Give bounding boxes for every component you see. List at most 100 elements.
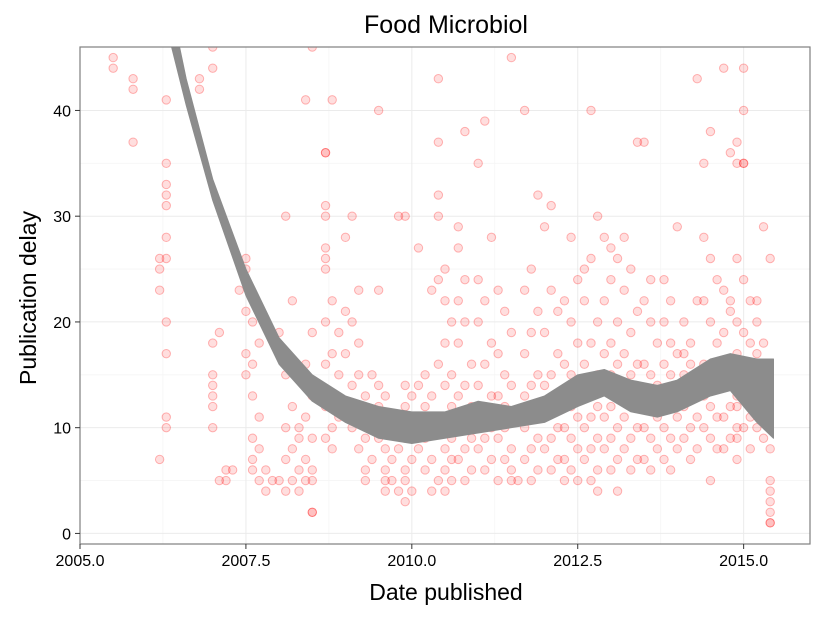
data-point xyxy=(573,475,583,486)
data-point xyxy=(267,475,278,486)
x-tick-label: 2010.0 xyxy=(387,553,436,570)
data-point xyxy=(360,391,371,401)
data-point xyxy=(705,475,716,486)
data-point xyxy=(685,359,696,369)
data-point xyxy=(460,475,470,486)
data-point xyxy=(539,327,550,338)
data-point xyxy=(373,285,384,295)
data-point xyxy=(446,317,457,327)
data-point xyxy=(738,158,749,169)
data-point xyxy=(274,475,284,486)
data-point xyxy=(632,306,643,317)
data-point xyxy=(612,253,623,264)
data-point xyxy=(261,486,271,496)
data-point xyxy=(334,370,344,380)
data-point xyxy=(599,232,609,243)
data-point xyxy=(287,296,298,306)
data-point xyxy=(208,47,218,52)
data-point xyxy=(440,296,450,306)
data-point xyxy=(546,465,556,475)
data-point xyxy=(573,444,583,454)
data-point xyxy=(506,327,517,338)
data-point xyxy=(526,327,536,338)
data-point xyxy=(221,475,231,486)
y-tick-label: 30 xyxy=(53,209,71,226)
data-point xyxy=(705,401,716,412)
data-point xyxy=(606,465,616,475)
data-point xyxy=(612,317,623,327)
data-point xyxy=(493,391,503,401)
data-point xyxy=(592,486,603,496)
smooth-band-layer xyxy=(171,47,774,445)
data-point xyxy=(208,401,218,412)
data-point xyxy=(320,433,331,443)
data-point xyxy=(752,348,762,359)
data-point xyxy=(500,370,510,380)
data-point xyxy=(738,422,749,433)
data-point xyxy=(281,211,291,221)
data-point xyxy=(427,391,437,401)
data-point xyxy=(427,486,437,496)
data-point xyxy=(334,327,344,338)
data-point xyxy=(433,359,444,369)
data-point xyxy=(420,465,430,475)
x-axis-label: Date published xyxy=(369,579,522,605)
data-point xyxy=(460,274,470,285)
data-point xyxy=(752,317,762,327)
data-point xyxy=(639,422,649,433)
data-point xyxy=(400,465,410,475)
data-point xyxy=(712,412,722,422)
data-point xyxy=(433,74,444,84)
data-point xyxy=(287,475,298,486)
data-point xyxy=(440,486,450,496)
data-point xyxy=(626,264,636,274)
data-point xyxy=(672,222,682,232)
data-point xyxy=(606,338,616,348)
data-point xyxy=(440,338,450,348)
data-point xyxy=(161,422,171,433)
data-point xyxy=(632,137,643,147)
data-point xyxy=(732,158,742,169)
data-point xyxy=(420,401,430,412)
data-point xyxy=(340,232,351,243)
data-point xyxy=(453,222,463,232)
data-point xyxy=(208,380,218,391)
data-point xyxy=(712,274,722,285)
data-point xyxy=(559,422,570,433)
y-tick-label: 0 xyxy=(62,526,71,543)
data-point xyxy=(307,47,317,52)
data-point xyxy=(354,338,364,348)
data-point xyxy=(752,296,762,306)
data-point xyxy=(473,158,483,169)
data-point xyxy=(599,444,609,454)
data-point xyxy=(393,211,404,221)
data-point xyxy=(128,84,138,94)
data-point xyxy=(513,475,523,486)
data-point xyxy=(665,296,676,306)
y-tick-label: 20 xyxy=(53,315,71,332)
data-point xyxy=(453,296,463,306)
data-point xyxy=(732,137,742,147)
data-point xyxy=(765,518,775,528)
data-point xyxy=(506,465,517,475)
data-point xyxy=(712,444,722,454)
data-point xyxy=(639,359,649,369)
data-point xyxy=(161,179,171,190)
data-point xyxy=(559,359,570,369)
data-point xyxy=(553,422,563,433)
data-point xyxy=(685,454,696,465)
data-point xyxy=(539,444,550,454)
data-point xyxy=(367,454,377,465)
data-point xyxy=(347,317,357,327)
data-point xyxy=(380,444,390,454)
data-point xyxy=(533,433,543,443)
data-point xyxy=(287,444,298,454)
data-point xyxy=(354,444,364,454)
data-point xyxy=(320,200,331,211)
data-point xyxy=(646,433,656,443)
data-point xyxy=(699,296,709,306)
data-point xyxy=(612,486,623,496)
data-point xyxy=(300,412,311,422)
data-point xyxy=(254,444,264,454)
data-point xyxy=(446,475,457,486)
